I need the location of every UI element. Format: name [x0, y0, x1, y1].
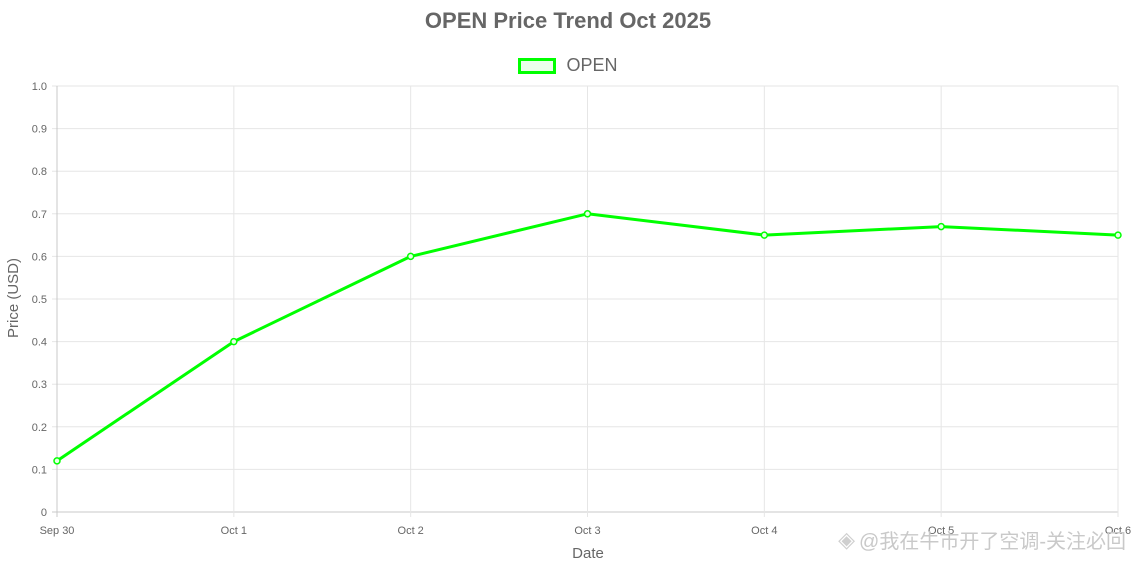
data-point[interactable] — [583, 210, 592, 218]
y-tick-label: 0.8 — [32, 166, 47, 178]
legend-swatch — [518, 57, 557, 74]
data-point[interactable] — [53, 457, 61, 465]
data-point[interactable] — [1114, 231, 1122, 239]
grid — [52, 85, 1119, 517]
x-tick-label: Sep 30 — [40, 525, 75, 537]
x-tick-label: Oct 6 — [1105, 525, 1131, 537]
watermark: ◈ @我在牛市开了空调-关注必回 — [838, 525, 1126, 554]
y-tick-label: 0.1 — [32, 464, 47, 476]
x-tick-label: Oct 5 — [928, 525, 954, 537]
y-tick-label: 1.0 — [32, 81, 47, 93]
x-axis-title: Date — [572, 545, 604, 562]
y-axis-ticks: 0 0.1 0.2 0.3 0.4 0.5 0.6 0.7 0.8 0.9 1.0 — [32, 81, 47, 519]
y-tick-label: 0.7 — [32, 209, 47, 221]
y-tick-label: 0.5 — [32, 294, 47, 306]
data-point[interactable] — [760, 231, 769, 239]
legend[interactable]: OPEN — [0, 55, 1136, 76]
chart-title: OPEN Price Trend Oct 2025 — [424, 8, 712, 33]
x-tick-label: Oct 2 — [398, 525, 424, 537]
x-tick-label: Oct 1 — [221, 525, 247, 537]
x-axis-ticks: Sep 30 Oct 1 Oct 2 Oct 3 Oct 4 Oct 5 Oct 6 — [40, 525, 1132, 537]
y-tick-label: 0.3 — [32, 379, 47, 391]
watermark-text: @我在牛市开了空调-关注必回 — [859, 531, 1126, 553]
diamond-icon: ◈ — [838, 526, 856, 552]
legend-label-open: OPEN — [566, 55, 618, 75]
data-point[interactable] — [937, 222, 945, 231]
y-tick-label: 0.9 — [32, 124, 47, 136]
series-open — [53, 210, 1122, 465]
x-tick-label: Oct 3 — [574, 525, 600, 537]
y-tick-label: 0 — [41, 507, 47, 519]
x-tick-label: Oct 4 — [751, 525, 777, 537]
y-axis-title: Price (USD) — [5, 258, 22, 338]
data-point[interactable] — [406, 252, 415, 261]
y-tick-label: 0.2 — [32, 422, 47, 434]
y-tick-label: 0.4 — [32, 337, 47, 349]
data-point[interactable] — [230, 337, 238, 346]
y-tick-label: 0.6 — [32, 251, 47, 263]
